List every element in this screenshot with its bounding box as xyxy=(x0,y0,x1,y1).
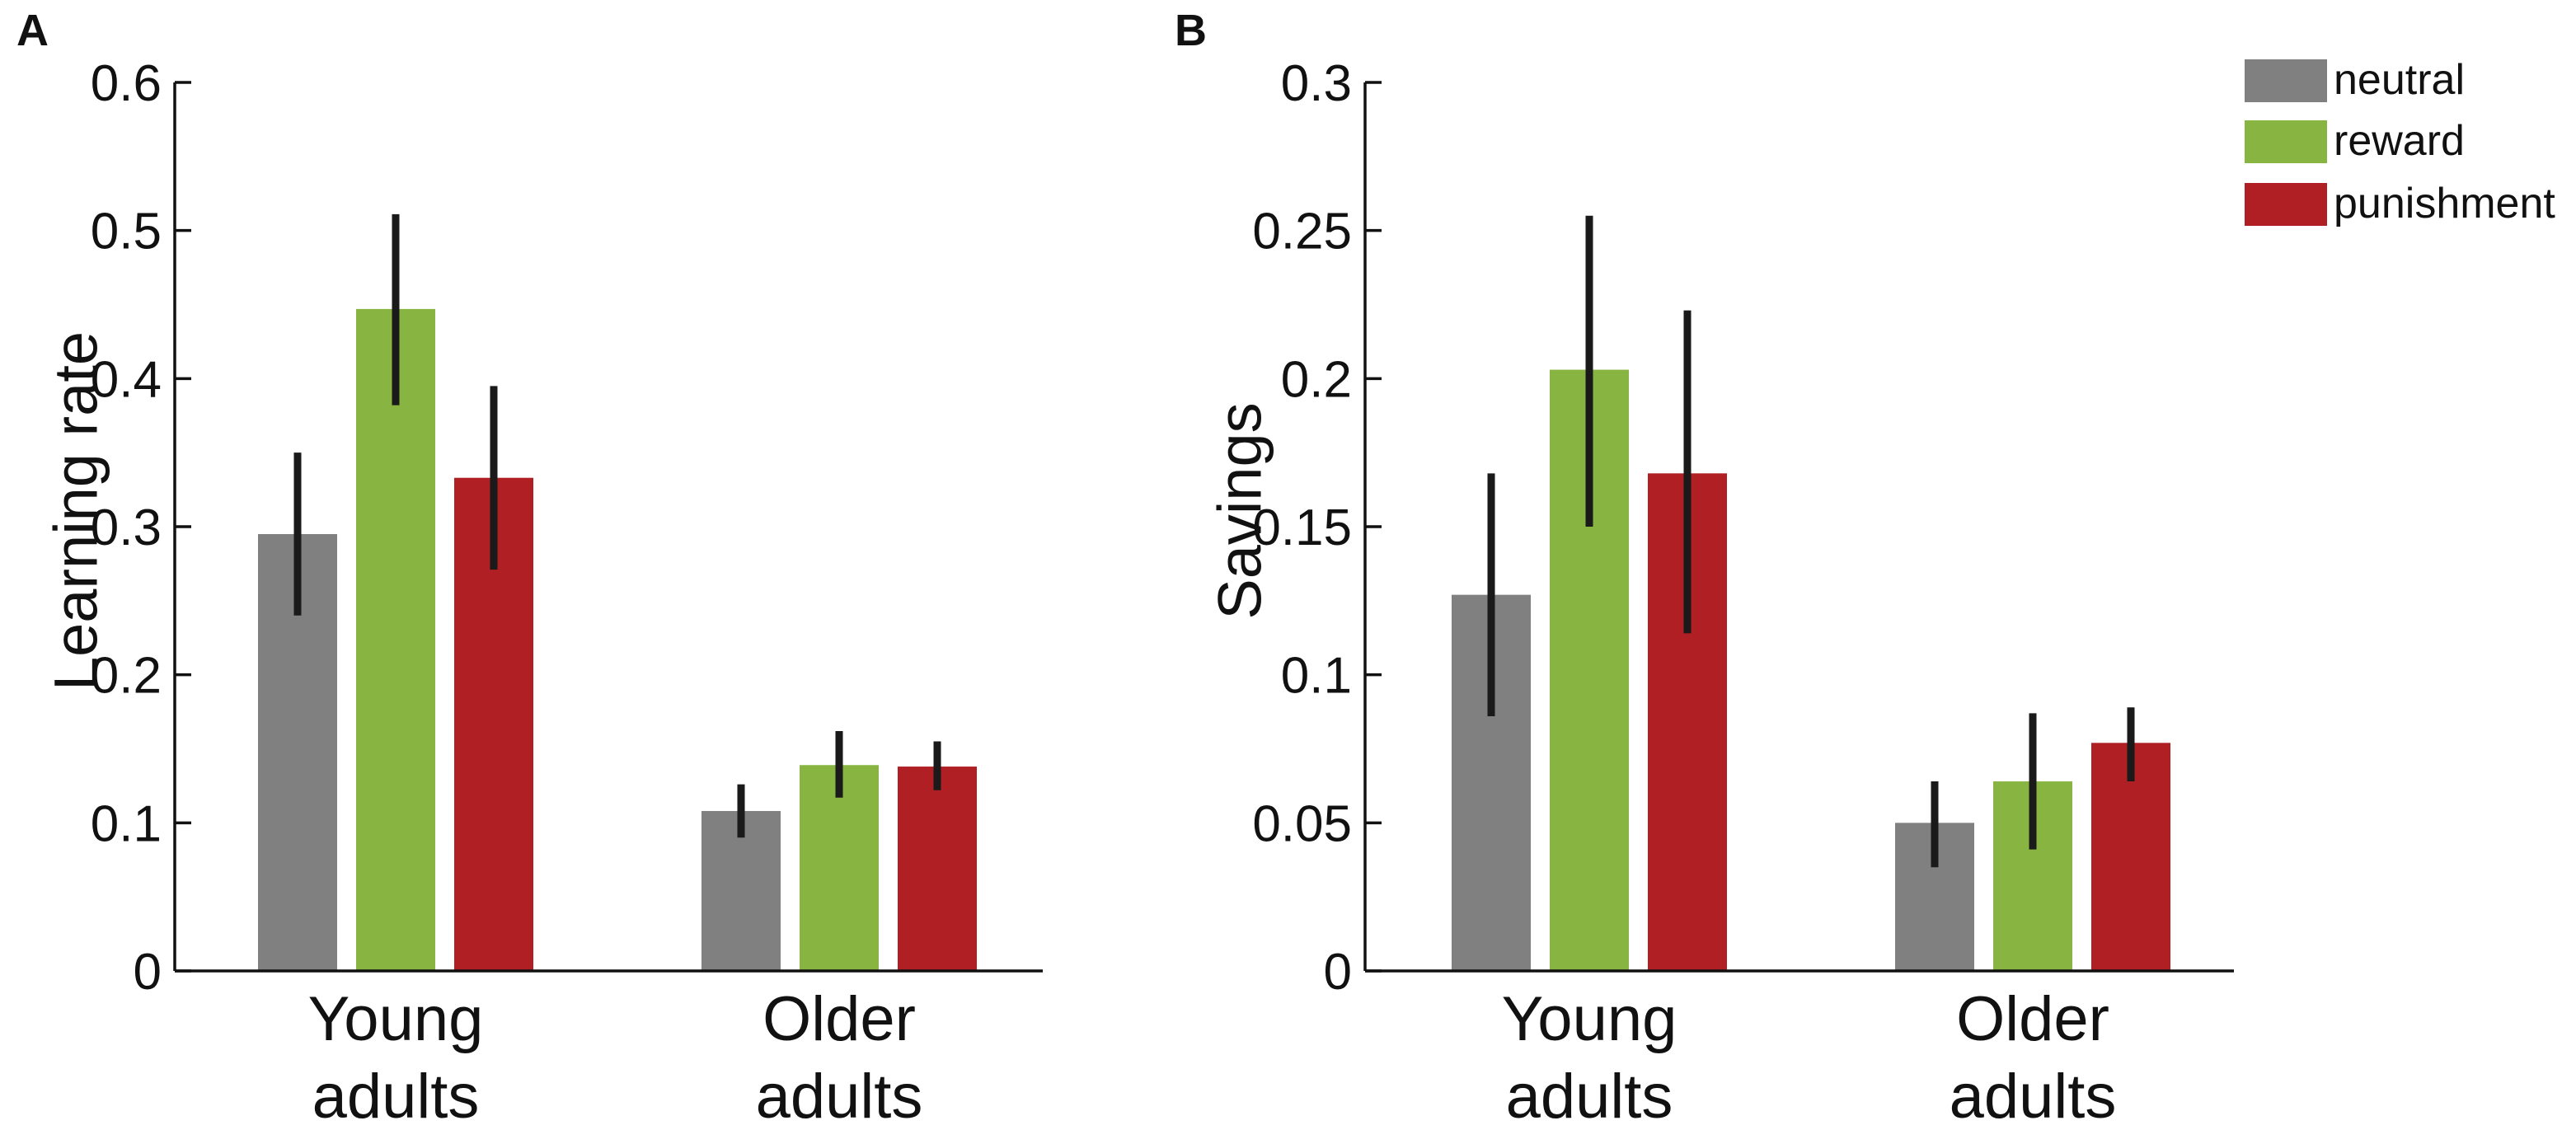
y-tick-label: 0.4 xyxy=(91,351,162,408)
legend-swatch-punishment xyxy=(2245,183,2327,226)
y-tick-label: 0.2 xyxy=(91,648,162,705)
legend-swatch-reward xyxy=(2245,120,2327,163)
legend-swatch-neutral xyxy=(2245,59,2327,102)
y-tick-label: 0.3 xyxy=(91,499,162,556)
category-label-line2: adults xyxy=(312,1062,480,1130)
legend-label-reward: reward xyxy=(2334,117,2465,165)
y-tick-label: 0 xyxy=(134,944,162,1001)
category-label-line2: adults xyxy=(1506,1062,1673,1130)
bar-reward xyxy=(800,765,879,971)
y-axis-title: Learning rate xyxy=(42,331,110,691)
category-label-line2: adults xyxy=(756,1062,923,1130)
category-label-line1: Young xyxy=(308,984,484,1054)
legend-label-punishment: punishment xyxy=(2334,180,2555,227)
y-tick-label: 0 xyxy=(1324,944,1352,1001)
panel-a-learning-rate-chart: A Young adults Older adults 0 0.1 0.2 0.3 0.4 0.5 0… xyxy=(16,6,1043,1130)
bar-neutral xyxy=(701,810,781,971)
category-label-line2: adults xyxy=(1950,1062,2117,1130)
panel-letter: A xyxy=(16,6,49,55)
category-label-line1: Older xyxy=(1956,984,2109,1054)
y-tick-label: 0.5 xyxy=(91,204,162,260)
y-tick-label: 0.05 xyxy=(1252,795,1352,852)
category-label-line1: Older xyxy=(762,984,916,1054)
legend-label-neutral: neutral xyxy=(2334,56,2465,104)
y-axis-title: Savings xyxy=(1206,402,1274,619)
bar-punishment xyxy=(898,767,977,971)
y-tick-label: 0.1 xyxy=(1281,648,1352,705)
legend: neutral reward punishment xyxy=(2245,56,2555,227)
panel-letter: B xyxy=(1175,6,1207,55)
y-tick-label: 0.1 xyxy=(91,795,162,852)
y-tick-label: 0.6 xyxy=(91,55,162,112)
bar-reward xyxy=(356,308,435,971)
y-tick-label: 0.25 xyxy=(1252,204,1352,260)
y-tick-label: 0.3 xyxy=(1281,55,1352,112)
y-tick-label: 0.2 xyxy=(1281,351,1352,408)
category-label-line1: Young xyxy=(1502,984,1677,1054)
panel-b-savings-chart: B Young adults Older adults 0 0.05 0.1 0.15 0.2 0.… xyxy=(1175,6,2234,1130)
y-tick-label: 0.15 xyxy=(1252,499,1352,556)
